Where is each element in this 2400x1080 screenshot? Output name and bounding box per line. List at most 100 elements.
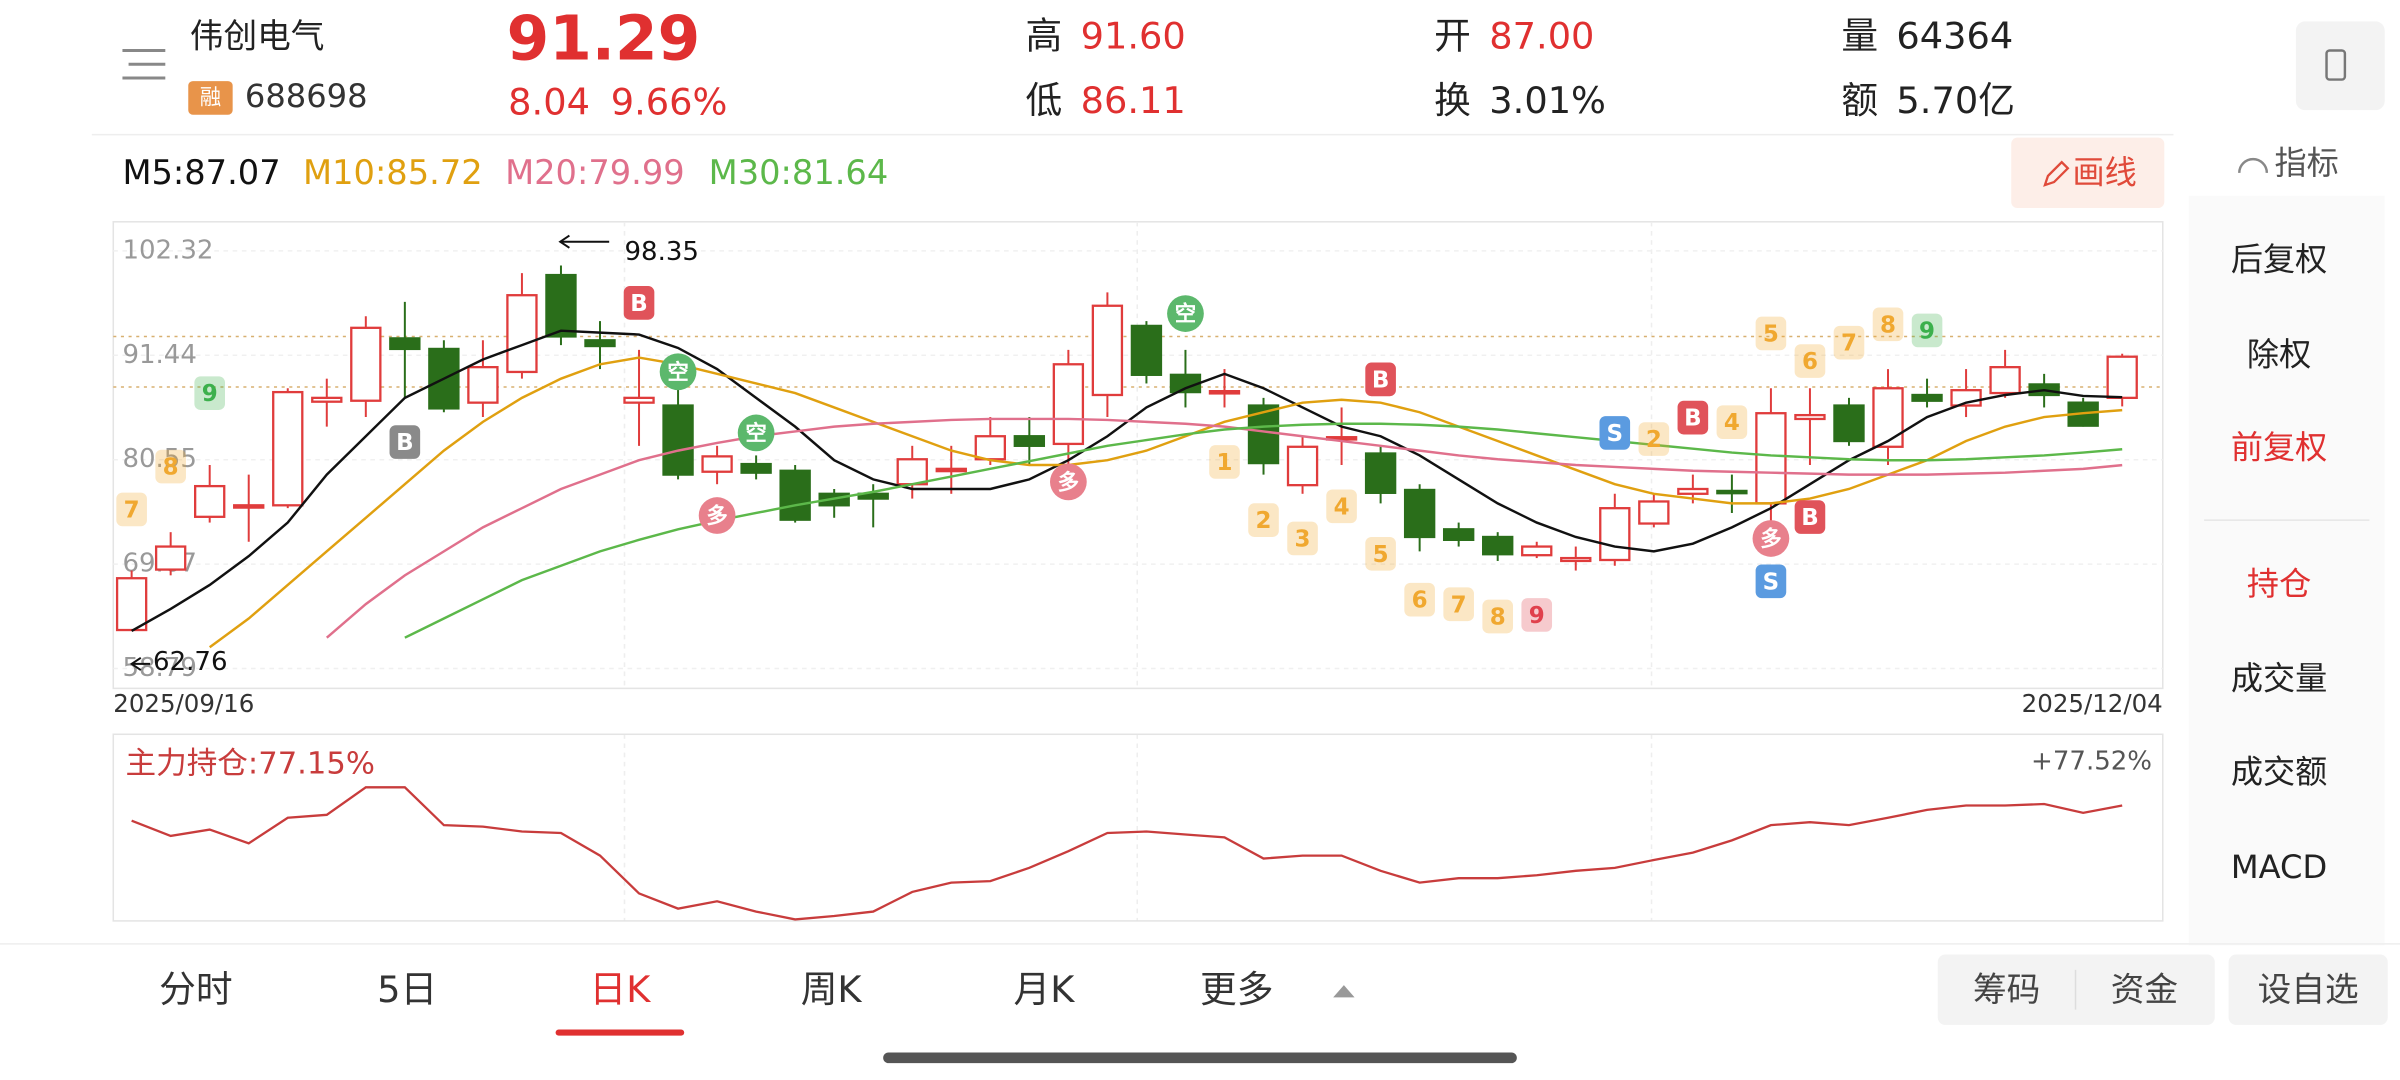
ma-line [325, 417, 2123, 639]
signal-badge [1287, 521, 1318, 556]
y-tick-label: 102.32 [122, 235, 213, 265]
signal-label: 8 [1880, 312, 1896, 338]
legend-entry: M10:85.72 [303, 153, 483, 192]
tabs: 分时 5日 日K 周K 月K 更多 [159, 968, 1273, 1036]
candle-body [272, 390, 304, 507]
y-tick-label: 58.79 [122, 653, 196, 683]
y-tick-label: 80.55 [122, 444, 196, 474]
side-menu-item[interactable]: 前复权 [2231, 429, 2327, 467]
signal-badge [1599, 416, 1631, 450]
signal-label: 9 [1919, 318, 1935, 344]
candle-body [194, 484, 226, 518]
signal-badge [1752, 520, 1790, 557]
signal-badge [1794, 344, 1826, 378]
signal-badge [1404, 582, 1435, 617]
side-menu-item[interactable]: 成交量 [2231, 660, 2327, 698]
signal-label: 7 [124, 497, 140, 523]
tab[interactable]: 5日 [377, 968, 437, 1011]
stat-value: 87.00 [1489, 15, 1594, 58]
signal-label: 7 [1841, 331, 1857, 357]
signal-label: 8 [163, 455, 179, 481]
candle-body [467, 366, 499, 404]
signal-label: 5 [1373, 542, 1389, 568]
side-menu-item[interactable]: 成交额 [2231, 753, 2327, 791]
ma-line [404, 422, 2123, 639]
candle-body [662, 404, 694, 476]
signal-badge [1911, 313, 1943, 348]
candle-body [2106, 355, 2138, 400]
tab[interactable]: 周K [801, 968, 863, 1011]
signal-label: B [1684, 406, 1701, 432]
signal-badge [116, 492, 147, 527]
signal-label: 空 [667, 359, 688, 385]
candle-body [1482, 535, 1514, 556]
legend-entry: M30:81.64 [709, 153, 889, 192]
signal-label: 6 [1802, 349, 1818, 375]
annotation: 62.76 [153, 647, 227, 677]
more-arrow[interactable] [1333, 985, 1355, 998]
stat-value: 64364 [1896, 15, 2013, 58]
tab[interactable]: 分时 [159, 968, 232, 1011]
badge-bg [188, 81, 233, 115]
candle-body [623, 396, 655, 404]
candle-body [896, 458, 928, 486]
candle-body [1677, 487, 1709, 495]
tab[interactable]: 月K [1013, 968, 1075, 1011]
candle-body [1442, 528, 1475, 541]
signal-badge [1755, 316, 1787, 351]
side-menu-item[interactable]: 持仓 [2247, 565, 2311, 603]
signal-label: 3 [1295, 527, 1311, 553]
side-menu-item[interactable]: 除权 [2247, 335, 2311, 373]
change: 8.04 [508, 81, 590, 124]
chip-button[interactable]: 筹码 [1973, 970, 2040, 1009]
indicator-label[interactable]: 指标 [2274, 144, 2338, 182]
candle-body [154, 545, 187, 571]
candle-body [1286, 445, 1319, 487]
stock-code: 688698 [245, 77, 368, 115]
stat-label: 额 [1841, 79, 1878, 122]
stock-name: 伟创电气 [190, 17, 325, 56]
candle-body [1521, 545, 1553, 557]
watchlist-button[interactable]: 设自选 [2258, 970, 2359, 1009]
candle-body [740, 462, 772, 474]
x-tick-label: 2025/12/04 [2022, 689, 2163, 718]
candle-body [1872, 387, 1904, 448]
side-menu-item[interactable]: 后复权 [2231, 241, 2327, 279]
annotation: 98.35 [624, 237, 698, 267]
candle-body [1208, 389, 1241, 395]
ma-legend: M5:87.07 M10:85.72 M20:79.99 M30:81.64 [122, 153, 888, 192]
signal-badge [659, 353, 697, 391]
stat-value: 5.70亿 [1896, 79, 2015, 122]
candle-body [1716, 489, 1748, 495]
device-button[interactable] [2295, 21, 2385, 111]
signal-badge [1365, 536, 1396, 571]
signal-label: 9 [202, 381, 218, 407]
fund-button[interactable]: 资金 [2111, 970, 2178, 1009]
tab[interactable]: 日K [589, 968, 651, 1011]
indicator-frame [112, 733, 2164, 922]
candle-body [1403, 488, 1436, 539]
candle-body [1599, 507, 1631, 562]
x-tick-label: 2025/09/16 [113, 689, 254, 718]
signal-badge [1326, 489, 1357, 524]
signal-label: 多 [1760, 526, 1781, 552]
stat-label: 开 [1434, 15, 1471, 58]
signal-badge [155, 449, 186, 484]
signal-badge [1521, 598, 1553, 632]
side-menu-item[interactable]: MACD [2231, 848, 2327, 886]
candle-body [1638, 500, 1670, 525]
signal-badge [737, 414, 775, 452]
legend-entry: M20:79.99 [505, 153, 685, 192]
menu-icon[interactable] [122, 48, 166, 80]
vertical-grid [623, 221, 1653, 921]
signal-label: B [630, 291, 647, 317]
draw-button[interactable] [2011, 137, 2165, 209]
tab[interactable]: 更多 [1200, 968, 1273, 1011]
signal-badge [194, 376, 225, 410]
signal-badge [389, 425, 421, 459]
candle-body [1833, 404, 1865, 443]
candle-body [1794, 413, 1826, 421]
